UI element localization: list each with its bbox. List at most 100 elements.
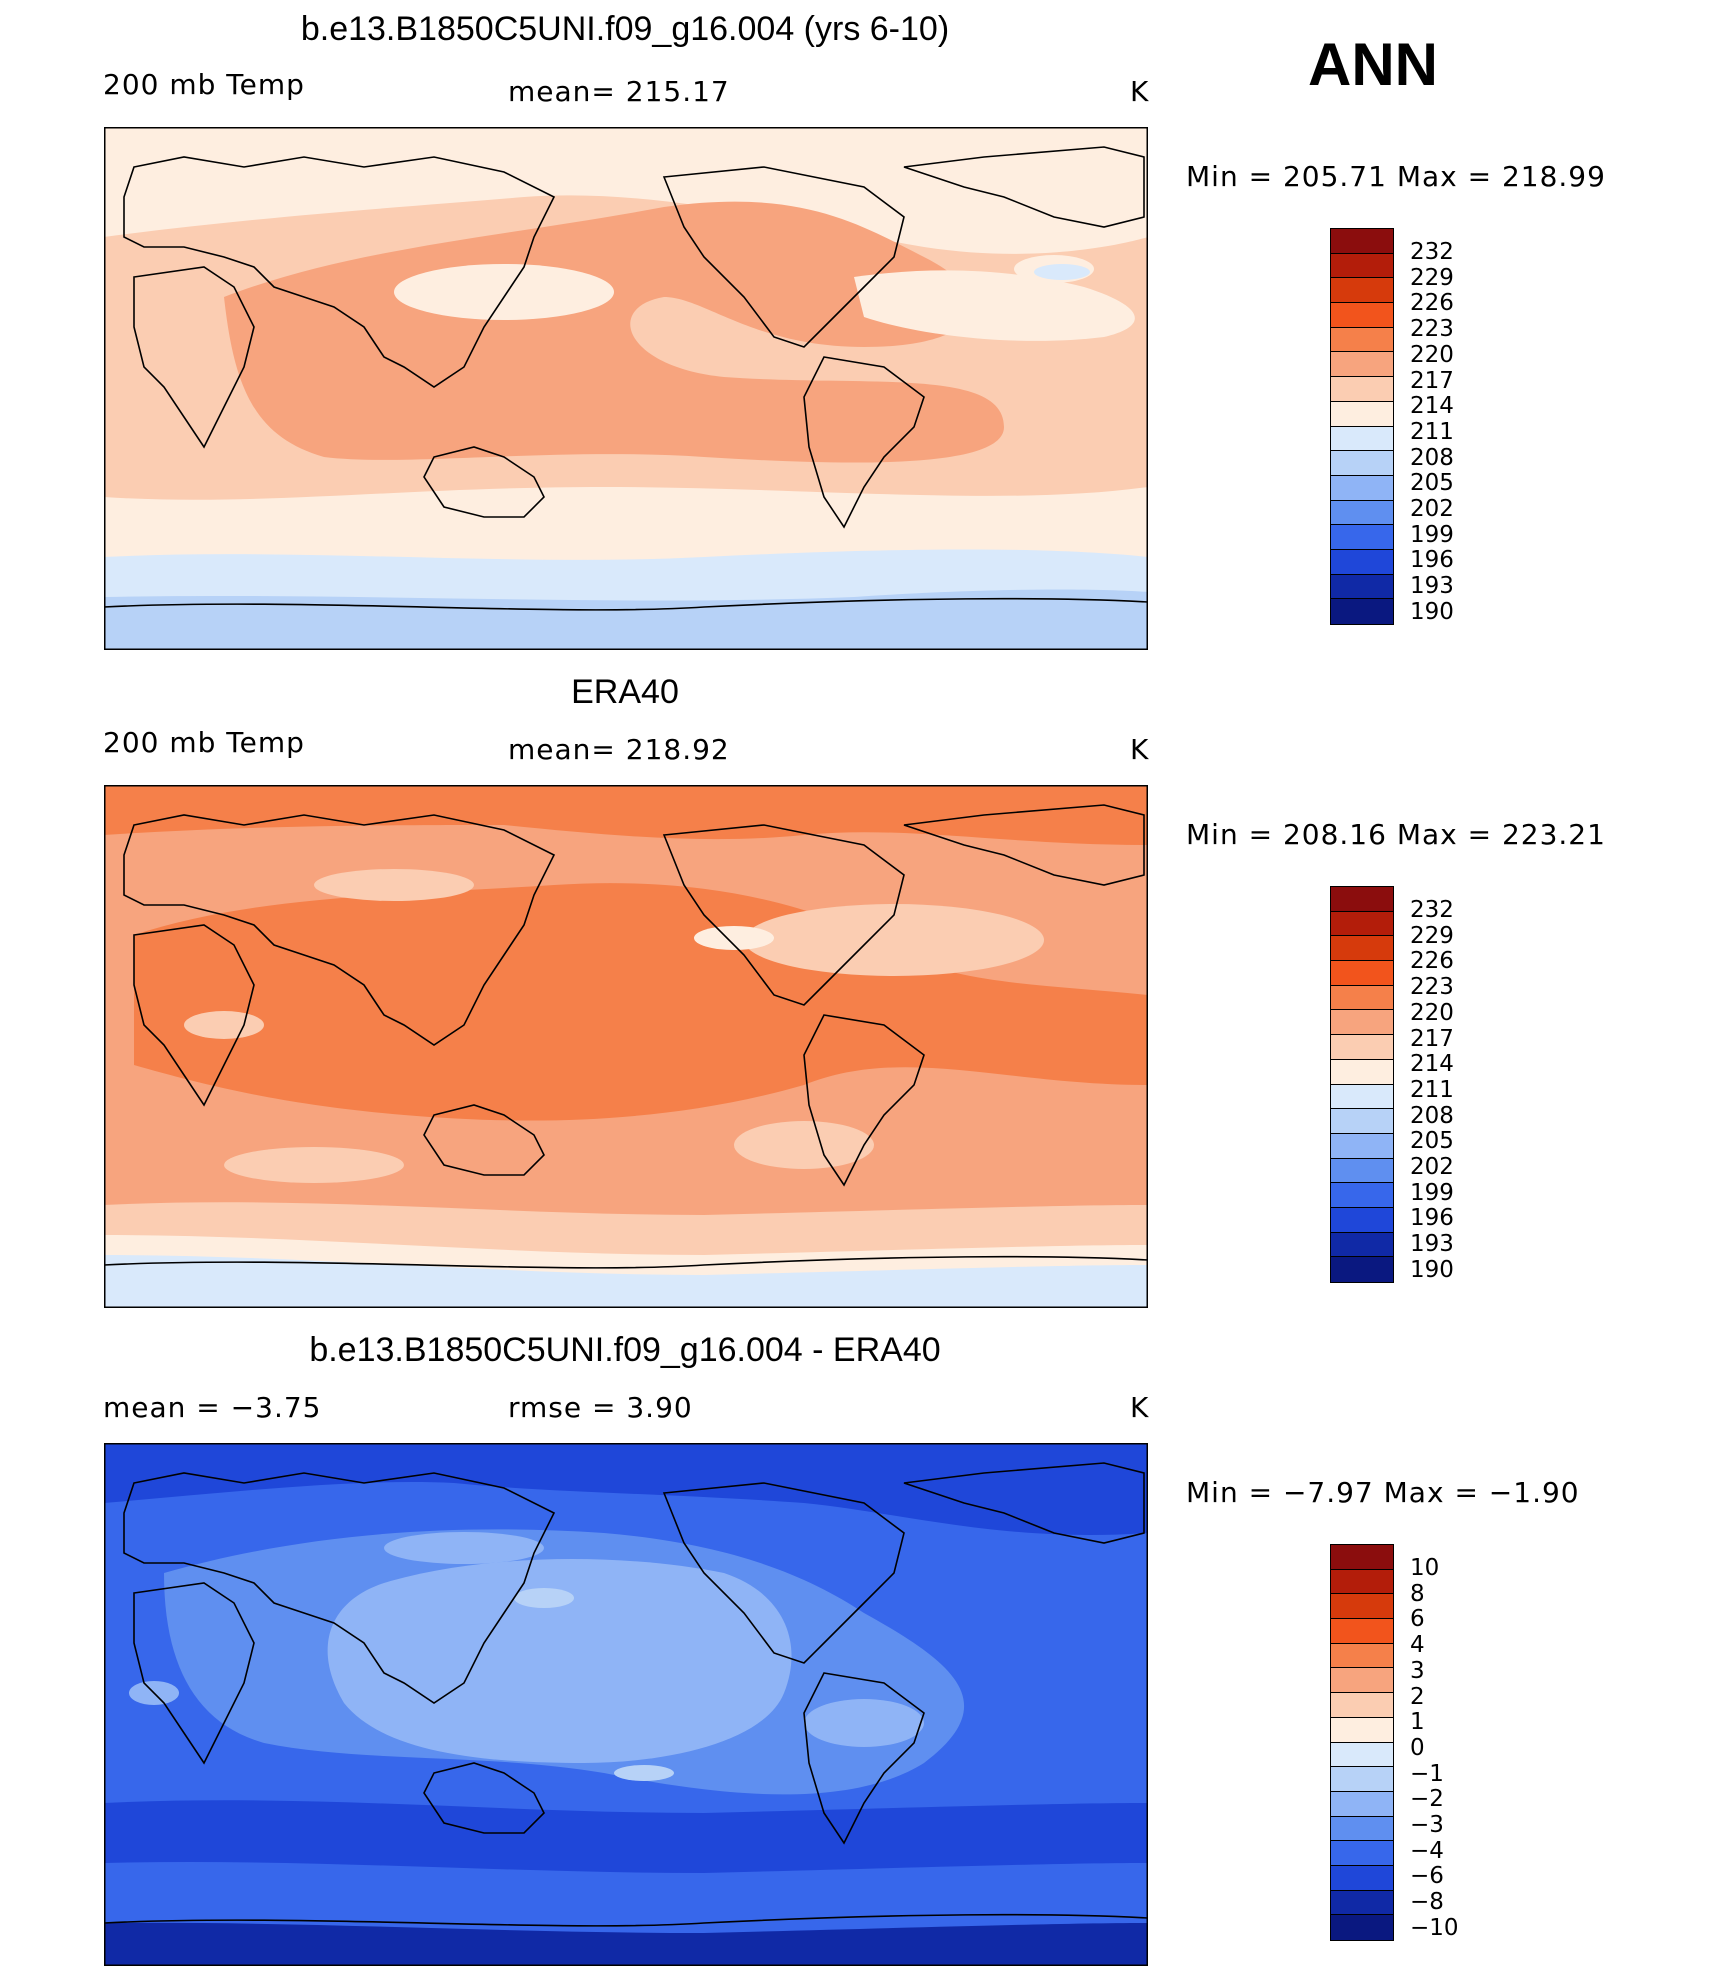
colorbar-swatch xyxy=(1331,961,1393,986)
colorbar-swatch xyxy=(1331,327,1393,353)
cool-patch xyxy=(744,904,1044,976)
panel3-colorbar-labels: 10 8 6 4 3 2 1 0 −1 −2 −3 −4 −6 −8 −10 xyxy=(1410,1555,1459,1942)
colorbar-swatch xyxy=(1331,1059,1393,1085)
colorbar-label: 220 xyxy=(1410,999,1454,1026)
colorbar-swatch xyxy=(1331,911,1393,937)
colorbar-swatch xyxy=(1331,1816,1393,1842)
colorbar-label: 205 xyxy=(1410,1128,1454,1155)
colorbar-swatch xyxy=(1331,1643,1393,1669)
colorbar-swatch xyxy=(1331,1841,1393,1866)
weak-bias xyxy=(514,1588,574,1608)
map-frame xyxy=(104,127,1148,650)
panel2-colorbar xyxy=(1330,886,1394,1283)
colorbar-label: 232 xyxy=(1410,897,1454,923)
colorbar-swatch xyxy=(1331,1890,1393,1916)
colorbar-swatch xyxy=(1331,352,1393,378)
panel3-map xyxy=(104,1443,1148,1966)
colorbar-swatch xyxy=(1331,377,1393,402)
colorbar-swatch xyxy=(1331,1619,1393,1644)
colorbar-label: 199 xyxy=(1410,1179,1454,1206)
polar-band xyxy=(104,589,1148,650)
colorbar-label: 190 xyxy=(1410,598,1454,625)
weak-bias xyxy=(327,1559,792,1763)
panel1-map xyxy=(104,127,1148,650)
cool-patch xyxy=(854,270,1135,341)
colorbar-label: 190 xyxy=(1410,1256,1454,1283)
colorbar-swatch xyxy=(1331,1010,1393,1036)
panel2-mean-label: mean= 218.92 xyxy=(508,733,730,766)
colorbar-swatch xyxy=(1331,1865,1393,1891)
panel3-minmax: Min = −7.97 Max = −1.90 xyxy=(1186,1476,1580,1509)
colorbar-label: 193 xyxy=(1410,573,1454,600)
panel3-rmse-label: rmse = 3.90 xyxy=(508,1391,693,1424)
moderate-bias xyxy=(104,1861,1148,1943)
cool-patch xyxy=(1034,264,1090,280)
colorbar-label: 229 xyxy=(1410,922,1454,949)
colorbar-label: 6 xyxy=(1410,1606,1425,1633)
colorbar-label: 10 xyxy=(1410,1555,1440,1581)
arctic-warm xyxy=(104,785,1148,845)
colorbar-label: 4 xyxy=(1410,1632,1425,1659)
panel1-colorbar xyxy=(1330,228,1394,625)
colorbar-label: −3 xyxy=(1410,1812,1444,1839)
colorbar-label: 1 xyxy=(1410,1709,1425,1736)
cool-patch xyxy=(694,926,774,950)
panel2-map xyxy=(104,785,1148,1308)
colorbar-label: 202 xyxy=(1410,496,1454,523)
cool-patch xyxy=(394,264,614,320)
colorbar-swatch xyxy=(1331,426,1393,452)
cool-patch xyxy=(734,1121,874,1169)
colorbar-swatch xyxy=(1331,1693,1393,1718)
colorbar-swatch xyxy=(1331,1569,1393,1595)
colorbar-swatch xyxy=(1331,574,1393,600)
colorbar-label: 208 xyxy=(1410,444,1454,471)
colorbar-label: 199 xyxy=(1410,521,1454,548)
colorbar-swatch xyxy=(1331,303,1393,328)
colorbar-swatch xyxy=(1331,500,1393,526)
panel1-mean-label: mean= 215.17 xyxy=(508,75,730,108)
colorbar-label: 3 xyxy=(1410,1657,1425,1684)
colorbar-swatch xyxy=(1331,1158,1393,1184)
colorbar-label: 217 xyxy=(1410,367,1454,394)
colorbar-label: 202 xyxy=(1410,1154,1454,1181)
panel2-units: K xyxy=(1130,733,1150,766)
colorbar-label: 196 xyxy=(1410,1205,1454,1232)
colorbar-label: 0 xyxy=(1410,1734,1425,1761)
colorbar-swatch xyxy=(1331,278,1393,304)
cool-patch xyxy=(184,1011,264,1039)
colorbar-swatch xyxy=(1331,229,1393,254)
colorbar-label: 193 xyxy=(1410,1231,1454,1258)
colorbar-swatch xyxy=(1331,1207,1393,1233)
weak-bias xyxy=(384,1532,544,1564)
colorbar-swatch xyxy=(1331,985,1393,1011)
colorbar-swatch xyxy=(1331,401,1393,427)
colorbar-swatch xyxy=(1331,1257,1393,1282)
season-label: ANN xyxy=(1308,31,1438,98)
colorbar-label: −1 xyxy=(1410,1760,1444,1787)
colorbar-label: 211 xyxy=(1410,1076,1454,1103)
panel2-minmax: Min = 208.16 Max = 223.21 xyxy=(1186,818,1606,851)
weak-bias xyxy=(804,1699,924,1747)
colorbar-label: 196 xyxy=(1410,547,1454,574)
colorbar-swatch xyxy=(1331,1791,1393,1817)
cool-patch xyxy=(314,869,474,901)
colorbar-label: 229 xyxy=(1410,264,1454,291)
colorbar-label: 232 xyxy=(1410,239,1454,265)
colorbar-swatch xyxy=(1331,1183,1393,1208)
panel1-colorbar-labels: 232 229 226 223 220 217 214 211 208 205 … xyxy=(1410,239,1454,626)
panel3-units: K xyxy=(1130,1391,1150,1424)
colorbar-swatch xyxy=(1331,1133,1393,1159)
colorbar-swatch xyxy=(1331,451,1393,476)
panel1-variable-label: 200 mb Temp xyxy=(103,68,305,101)
colorbar-label: 214 xyxy=(1410,1051,1454,1078)
coastlines xyxy=(104,146,1148,611)
colorbar-swatch xyxy=(1331,936,1393,962)
colorbar-label: 8 xyxy=(1410,1580,1425,1607)
panel3-title: b.e13.B1850C5UNI.f09_g16.004 - ERA40 xyxy=(309,1331,941,1369)
colorbar-label: 208 xyxy=(1410,1102,1454,1129)
panel1-title: b.e13.B1850C5UNI.f09_g16.004 (yrs 6-10) xyxy=(300,10,950,48)
colorbar-swatch xyxy=(1331,1594,1393,1620)
colorbar-label: −2 xyxy=(1410,1786,1444,1813)
colorbar-swatch xyxy=(1331,1668,1393,1694)
colorbar-label: 214 xyxy=(1410,393,1454,420)
